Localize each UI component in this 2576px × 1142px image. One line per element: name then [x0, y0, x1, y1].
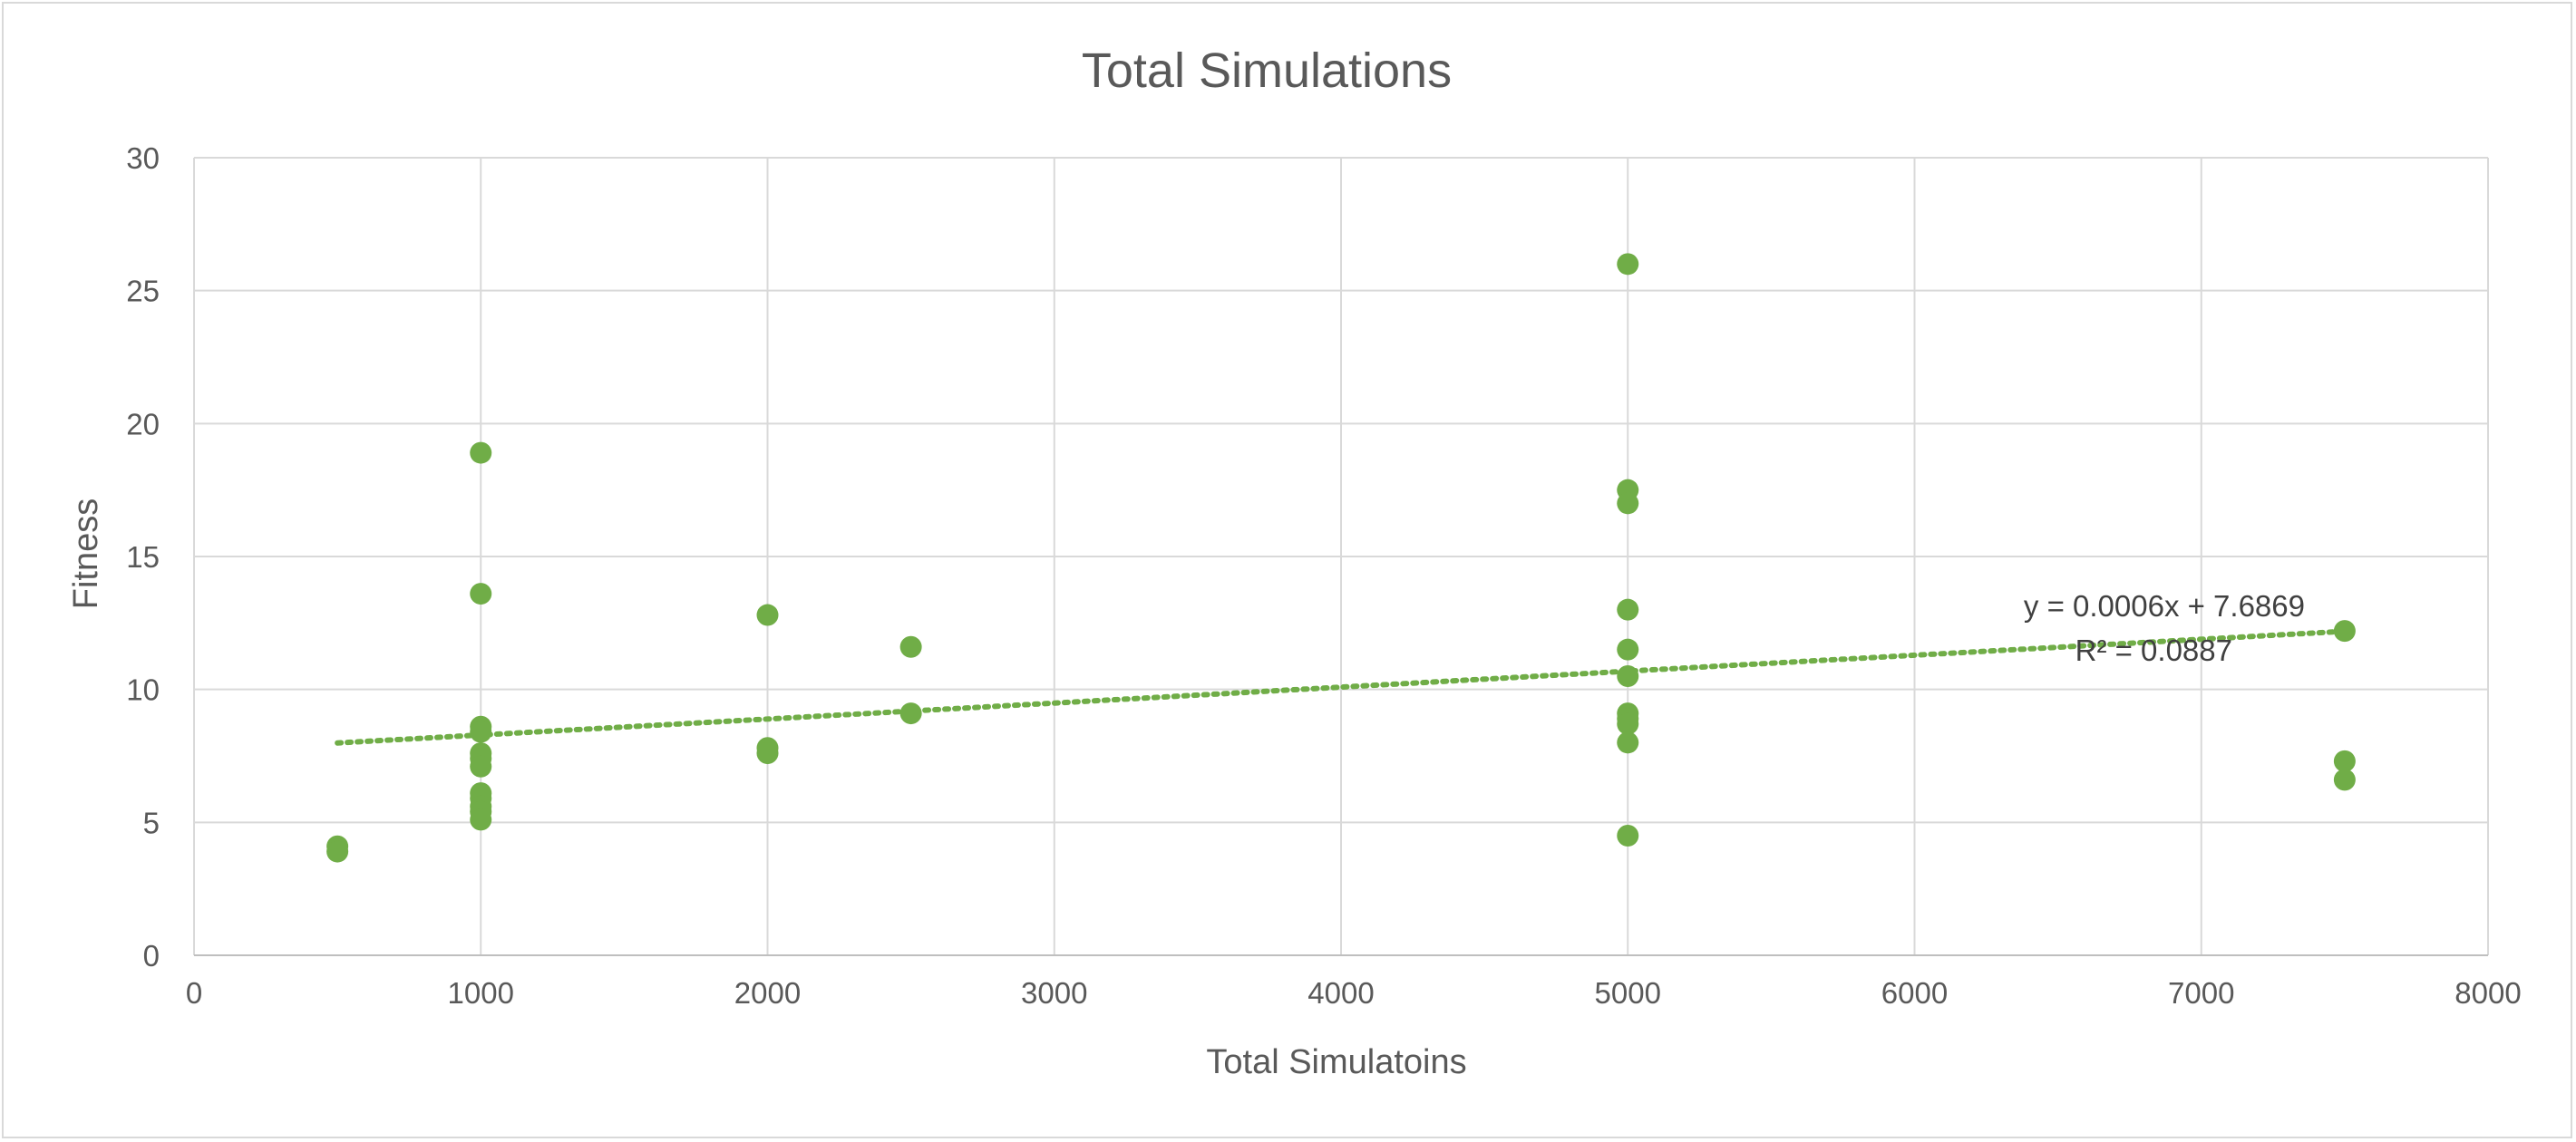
data-point — [1617, 598, 1639, 621]
data-point — [1617, 253, 1639, 276]
x-axis-title: Total Simulatoins — [1206, 1043, 1466, 1081]
y-tick-label: 10 — [126, 673, 160, 707]
y-tick-label: 30 — [126, 141, 160, 175]
trendline-equation: y = 0.0006x + 7.6869 — [2024, 589, 2305, 623]
gridlines — [194, 157, 2489, 955]
y-tick-label: 25 — [126, 275, 160, 308]
axes — [193, 158, 2488, 956]
data-points — [326, 253, 2356, 863]
data-point — [2333, 750, 2356, 772]
x-tick-label: 8000 — [2454, 976, 2521, 1010]
data-point — [756, 604, 779, 626]
data-point — [1617, 665, 1639, 687]
data-point — [899, 635, 922, 658]
tick-labels: 0 1000 2000 3000 4000 5000 6000 7000 8000 0 5 10 15 2… — [126, 141, 2521, 1010]
x-tick-label: 0 — [186, 976, 202, 1010]
data-point — [756, 742, 779, 765]
data-point — [1617, 492, 1639, 515]
data-point — [470, 755, 492, 778]
data-point — [1617, 712, 1639, 735]
data-point — [470, 721, 492, 743]
data-point — [2333, 620, 2356, 643]
x-tick-label: 5000 — [1595, 976, 1661, 1010]
trendline-r-squared: R² = 0.0887 — [2075, 634, 2232, 667]
data-point — [326, 840, 349, 863]
x-tick-label: 1000 — [448, 976, 514, 1010]
y-axis-title: Fitness — [67, 498, 105, 609]
y-tick-label: 20 — [126, 407, 160, 440]
x-tick-label: 2000 — [734, 976, 801, 1010]
y-tick-label: 0 — [143, 939, 160, 973]
y-tick-label: 5 — [143, 806, 160, 839]
data-point — [470, 808, 492, 831]
data-point — [2333, 769, 2356, 791]
chart-canvas: 0 1000 2000 3000 4000 5000 6000 7000 8000 0 5 10 15 2… — [67, 44, 2522, 1081]
y-tick-label: 15 — [126, 540, 160, 574]
trendline — [335, 628, 2348, 746]
x-tick-label: 4000 — [1307, 976, 1374, 1010]
data-point — [1617, 825, 1639, 847]
x-tick-label: 3000 — [1021, 976, 1087, 1010]
data-point — [470, 441, 492, 464]
data-point — [899, 702, 922, 725]
x-tick-label: 6000 — [1881, 976, 1948, 1010]
trendline-layer — [335, 628, 2348, 746]
x-tick-label: 7000 — [2168, 976, 2234, 1010]
data-point — [470, 583, 492, 605]
chart-title: Total Simulations — [1082, 44, 1452, 98]
data-point — [1617, 638, 1639, 661]
data-point — [1617, 731, 1639, 754]
